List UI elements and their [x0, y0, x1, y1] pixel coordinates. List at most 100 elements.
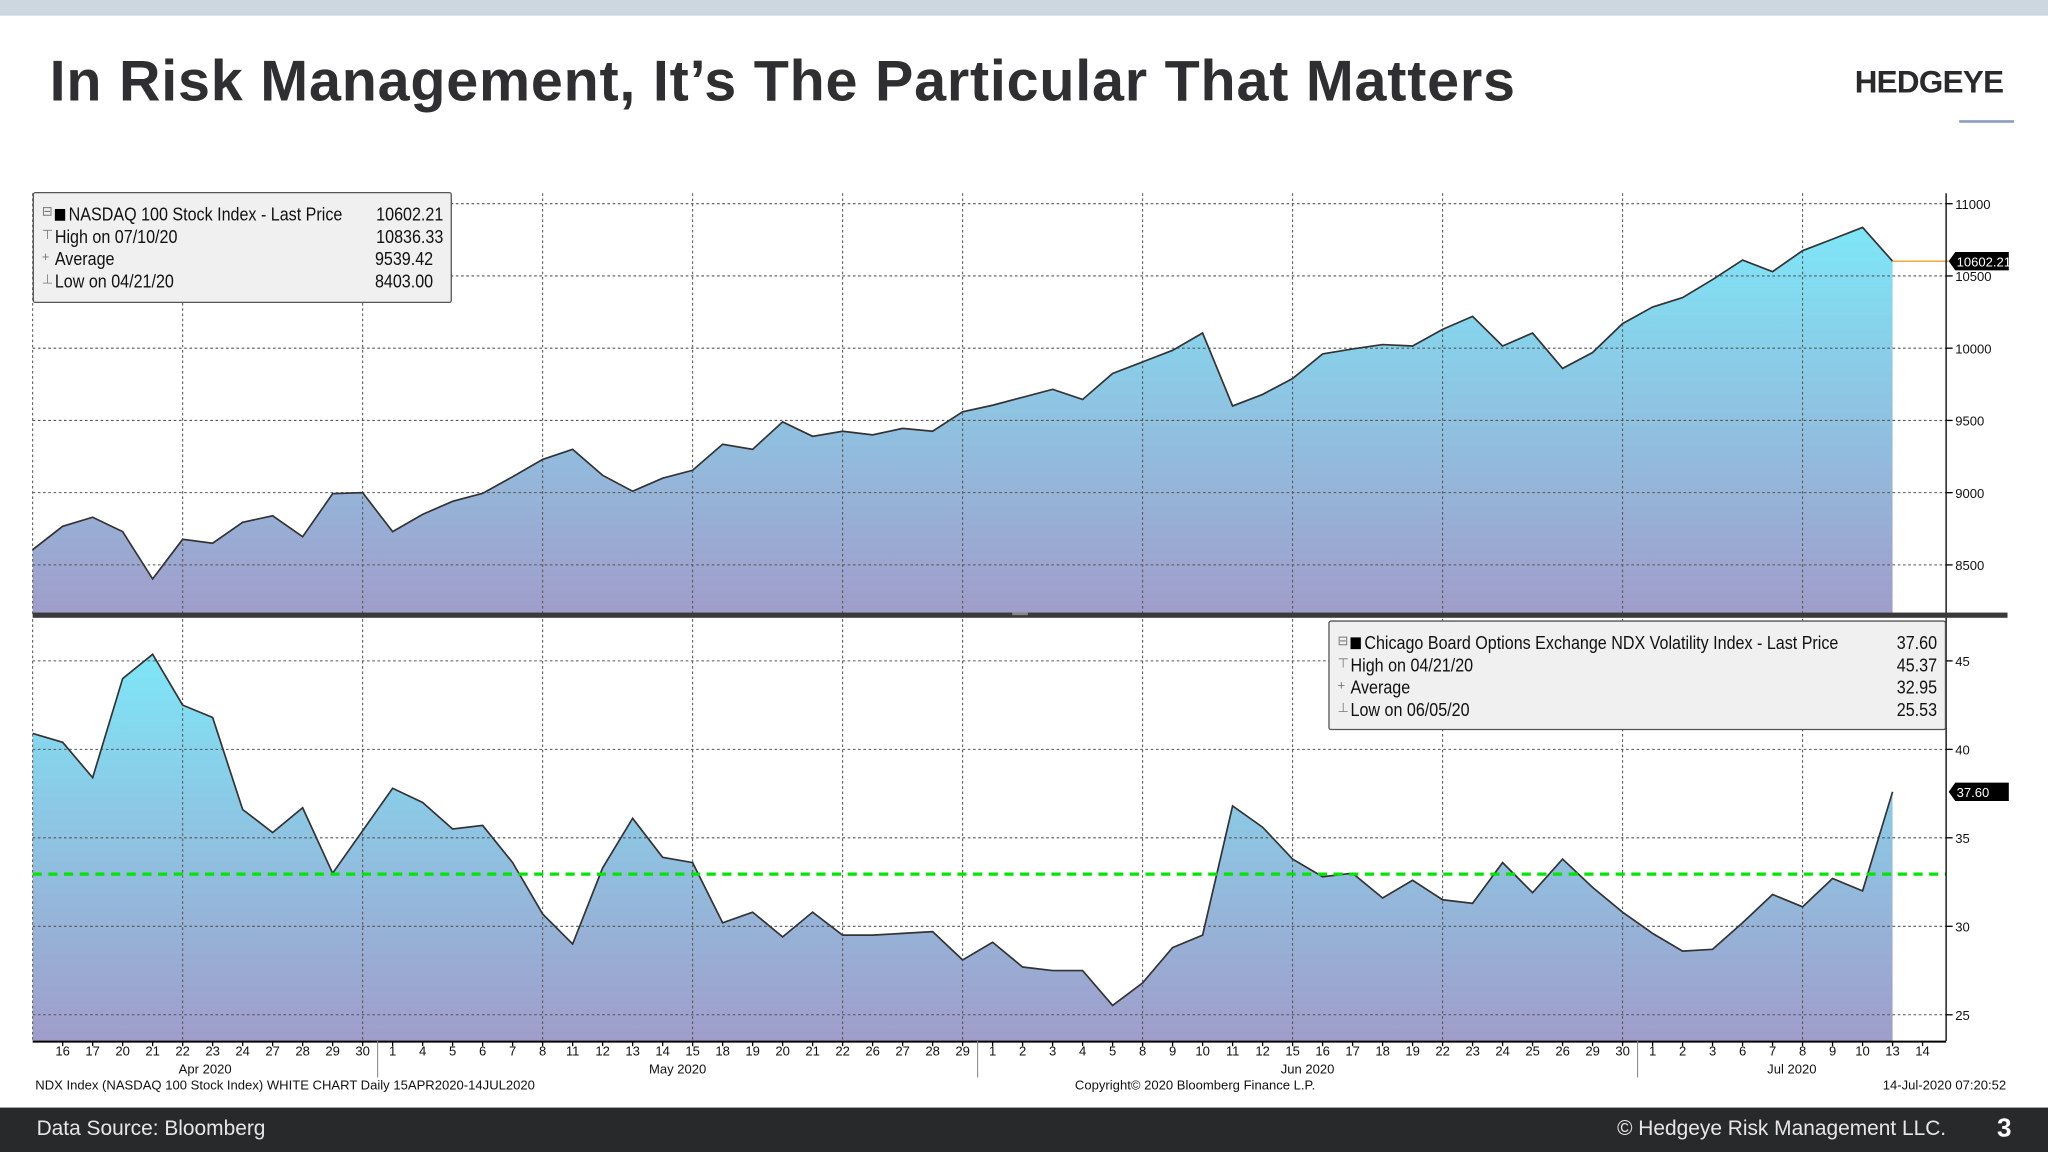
- y-tick-label: 8500: [1955, 558, 1984, 573]
- x-tick-label: 17: [1345, 1043, 1360, 1058]
- x-tick-label: 10: [1855, 1043, 1870, 1058]
- x-tick-label: 20: [775, 1043, 790, 1058]
- x-tick-label: 21: [805, 1043, 820, 1058]
- y-tick-label: 40: [1955, 743, 1970, 758]
- legend-avg-label: Average: [1350, 676, 1411, 698]
- last-price-tag: [1948, 252, 2009, 271]
- y-tick-label: 11000: [1955, 197, 1990, 212]
- series-area: [32, 654, 1893, 1041]
- legend-high: 10836.33: [375, 225, 443, 247]
- last-price-label: 10602.21: [1957, 254, 2011, 269]
- legend-avg-label: Average: [54, 248, 115, 270]
- legend-low: 25.53: [1896, 698, 1937, 720]
- legend-high-label: High on 07/10/20: [54, 225, 178, 247]
- x-tick-label: 11: [566, 1043, 580, 1058]
- chart-timestamp: 14-Jul-2020 07:20:52: [1882, 1078, 2007, 1094]
- x-tick-label: 5: [1109, 1043, 1116, 1058]
- legend-avg: 32.95: [1896, 676, 1937, 698]
- collapse-icon: ⊟: [41, 205, 53, 220]
- footer-bar: Data Source: Bloomberg © Hedgeye Risk Ma…: [0, 1107, 2048, 1152]
- high-icon: ⊤: [41, 228, 54, 243]
- x-tick-label: 2: [1019, 1043, 1026, 1058]
- top-accent-bar: [0, 0, 2048, 16]
- x-tick-label: 8: [1799, 1043, 1806, 1058]
- collapse-icon: ⊟: [1337, 634, 1349, 650]
- x-tick-label: 14: [1915, 1043, 1930, 1058]
- footer-copyright: © Hedgeye Risk Management LLC.: [1617, 1118, 1947, 1141]
- ndx-legend: ⊟ NASDAQ 100 Stock Index - Last Price 10…: [32, 191, 452, 304]
- month-label: Apr 2020: [179, 1062, 232, 1077]
- x-tick-label: 27: [265, 1043, 280, 1058]
- x-tick-label: 10: [1195, 1043, 1210, 1058]
- x-tick-label: 20: [115, 1043, 130, 1058]
- x-tick-label: 11: [1226, 1043, 1240, 1058]
- x-tick-label: 9: [1169, 1043, 1176, 1058]
- x-tick-label: 9: [1829, 1043, 1836, 1058]
- x-tick-label: 6: [1739, 1043, 1746, 1058]
- legend-low-label: Low on 04/21/20: [54, 270, 174, 292]
- y-tick-label: 30: [1955, 920, 1970, 935]
- bloomberg-copyright: Copyright© 2020 Bloomberg Finance L.P.: [1074, 1078, 1316, 1094]
- y-tick-label: 9500: [1955, 414, 1984, 429]
- series-line: [32, 653, 1894, 1007]
- x-tick-label: 22: [1435, 1043, 1450, 1058]
- last-price-label: 37.60: [1957, 785, 1990, 800]
- x-tick-label: 4: [1079, 1043, 1086, 1058]
- x-tick-label: 26: [1555, 1043, 1570, 1058]
- x-tick-label: 23: [205, 1043, 220, 1058]
- x-tick-label: 1: [389, 1043, 396, 1058]
- y-tick-label: 9000: [1955, 486, 1984, 501]
- x-tick-label: 1: [989, 1043, 996, 1058]
- x-tick-label: 22: [835, 1043, 850, 1058]
- x-tick-label: 25: [1525, 1043, 1540, 1058]
- x-tick-label: 3: [1709, 1043, 1716, 1058]
- x-tick-label: 12: [1255, 1043, 1270, 1058]
- vxn-legend: ⊟ Chicago Board Options Exchange NDX Vol…: [1328, 620, 1947, 731]
- legend-low-label: Low on 06/05/20: [1350, 698, 1470, 720]
- average-icon: +: [41, 250, 50, 266]
- x-tick-label: 5: [449, 1043, 456, 1058]
- legend-low: 8403.00: [375, 270, 434, 292]
- y-tick-label: 10500: [1955, 269, 1991, 284]
- x-tick-label: 24: [1495, 1043, 1510, 1058]
- x-tick-label: 22: [175, 1043, 190, 1058]
- legend-avg: 9539.42: [375, 248, 434, 270]
- x-tick-label: 30: [355, 1043, 370, 1058]
- legend-last: 37.60: [1896, 632, 1937, 654]
- x-tick-label: 8: [1139, 1043, 1146, 1058]
- high-icon: ⊤: [1337, 656, 1349, 672]
- x-tick-label: 26: [865, 1043, 880, 1058]
- y-tick-label: 45: [1955, 654, 1970, 669]
- month-label: May 2020: [649, 1062, 706, 1077]
- x-tick-label: 7: [1769, 1043, 1776, 1058]
- y-tick-label: 10000: [1955, 341, 1991, 356]
- month-label: Jun 2020: [1281, 1062, 1335, 1077]
- x-tick-label: 18: [1375, 1043, 1390, 1058]
- legend-series: Chicago Board Options Exchange NDX Volat…: [1364, 632, 1839, 654]
- x-tick-label: 4: [419, 1043, 426, 1058]
- month-label: Jul 2020: [1767, 1062, 1816, 1077]
- x-tick-label: 28: [925, 1043, 940, 1058]
- x-tick-label: 14: [655, 1043, 670, 1058]
- legend-high-label: High on 04/21/20: [1350, 654, 1474, 676]
- x-tick-label: 19: [1405, 1043, 1420, 1058]
- x-tick-label: 16: [55, 1043, 70, 1058]
- y-tick-label: 35: [1955, 831, 1970, 846]
- y-tick-label: 25: [1955, 1008, 1970, 1023]
- page-number: 3: [1997, 1114, 2012, 1143]
- x-tick-label: 23: [1465, 1043, 1480, 1058]
- x-tick-label: 21: [145, 1043, 160, 1058]
- x-tick-label: 29: [1585, 1043, 1600, 1058]
- x-tick-label: 1: [1649, 1043, 1656, 1058]
- x-tick-label: 12: [595, 1043, 610, 1058]
- data-source: Data Source: Bloomberg: [36, 1118, 266, 1141]
- logo-underline: [1959, 120, 2015, 123]
- x-tick-label: 15: [685, 1043, 700, 1058]
- x-tick-label: 15: [1285, 1043, 1300, 1058]
- panel-resize-handle: [1012, 612, 1028, 616]
- x-tick-label: 24: [235, 1043, 250, 1058]
- x-tick-label: 3: [1049, 1043, 1056, 1058]
- low-icon: ⊥: [41, 272, 54, 288]
- x-tick-label: 18: [715, 1043, 730, 1058]
